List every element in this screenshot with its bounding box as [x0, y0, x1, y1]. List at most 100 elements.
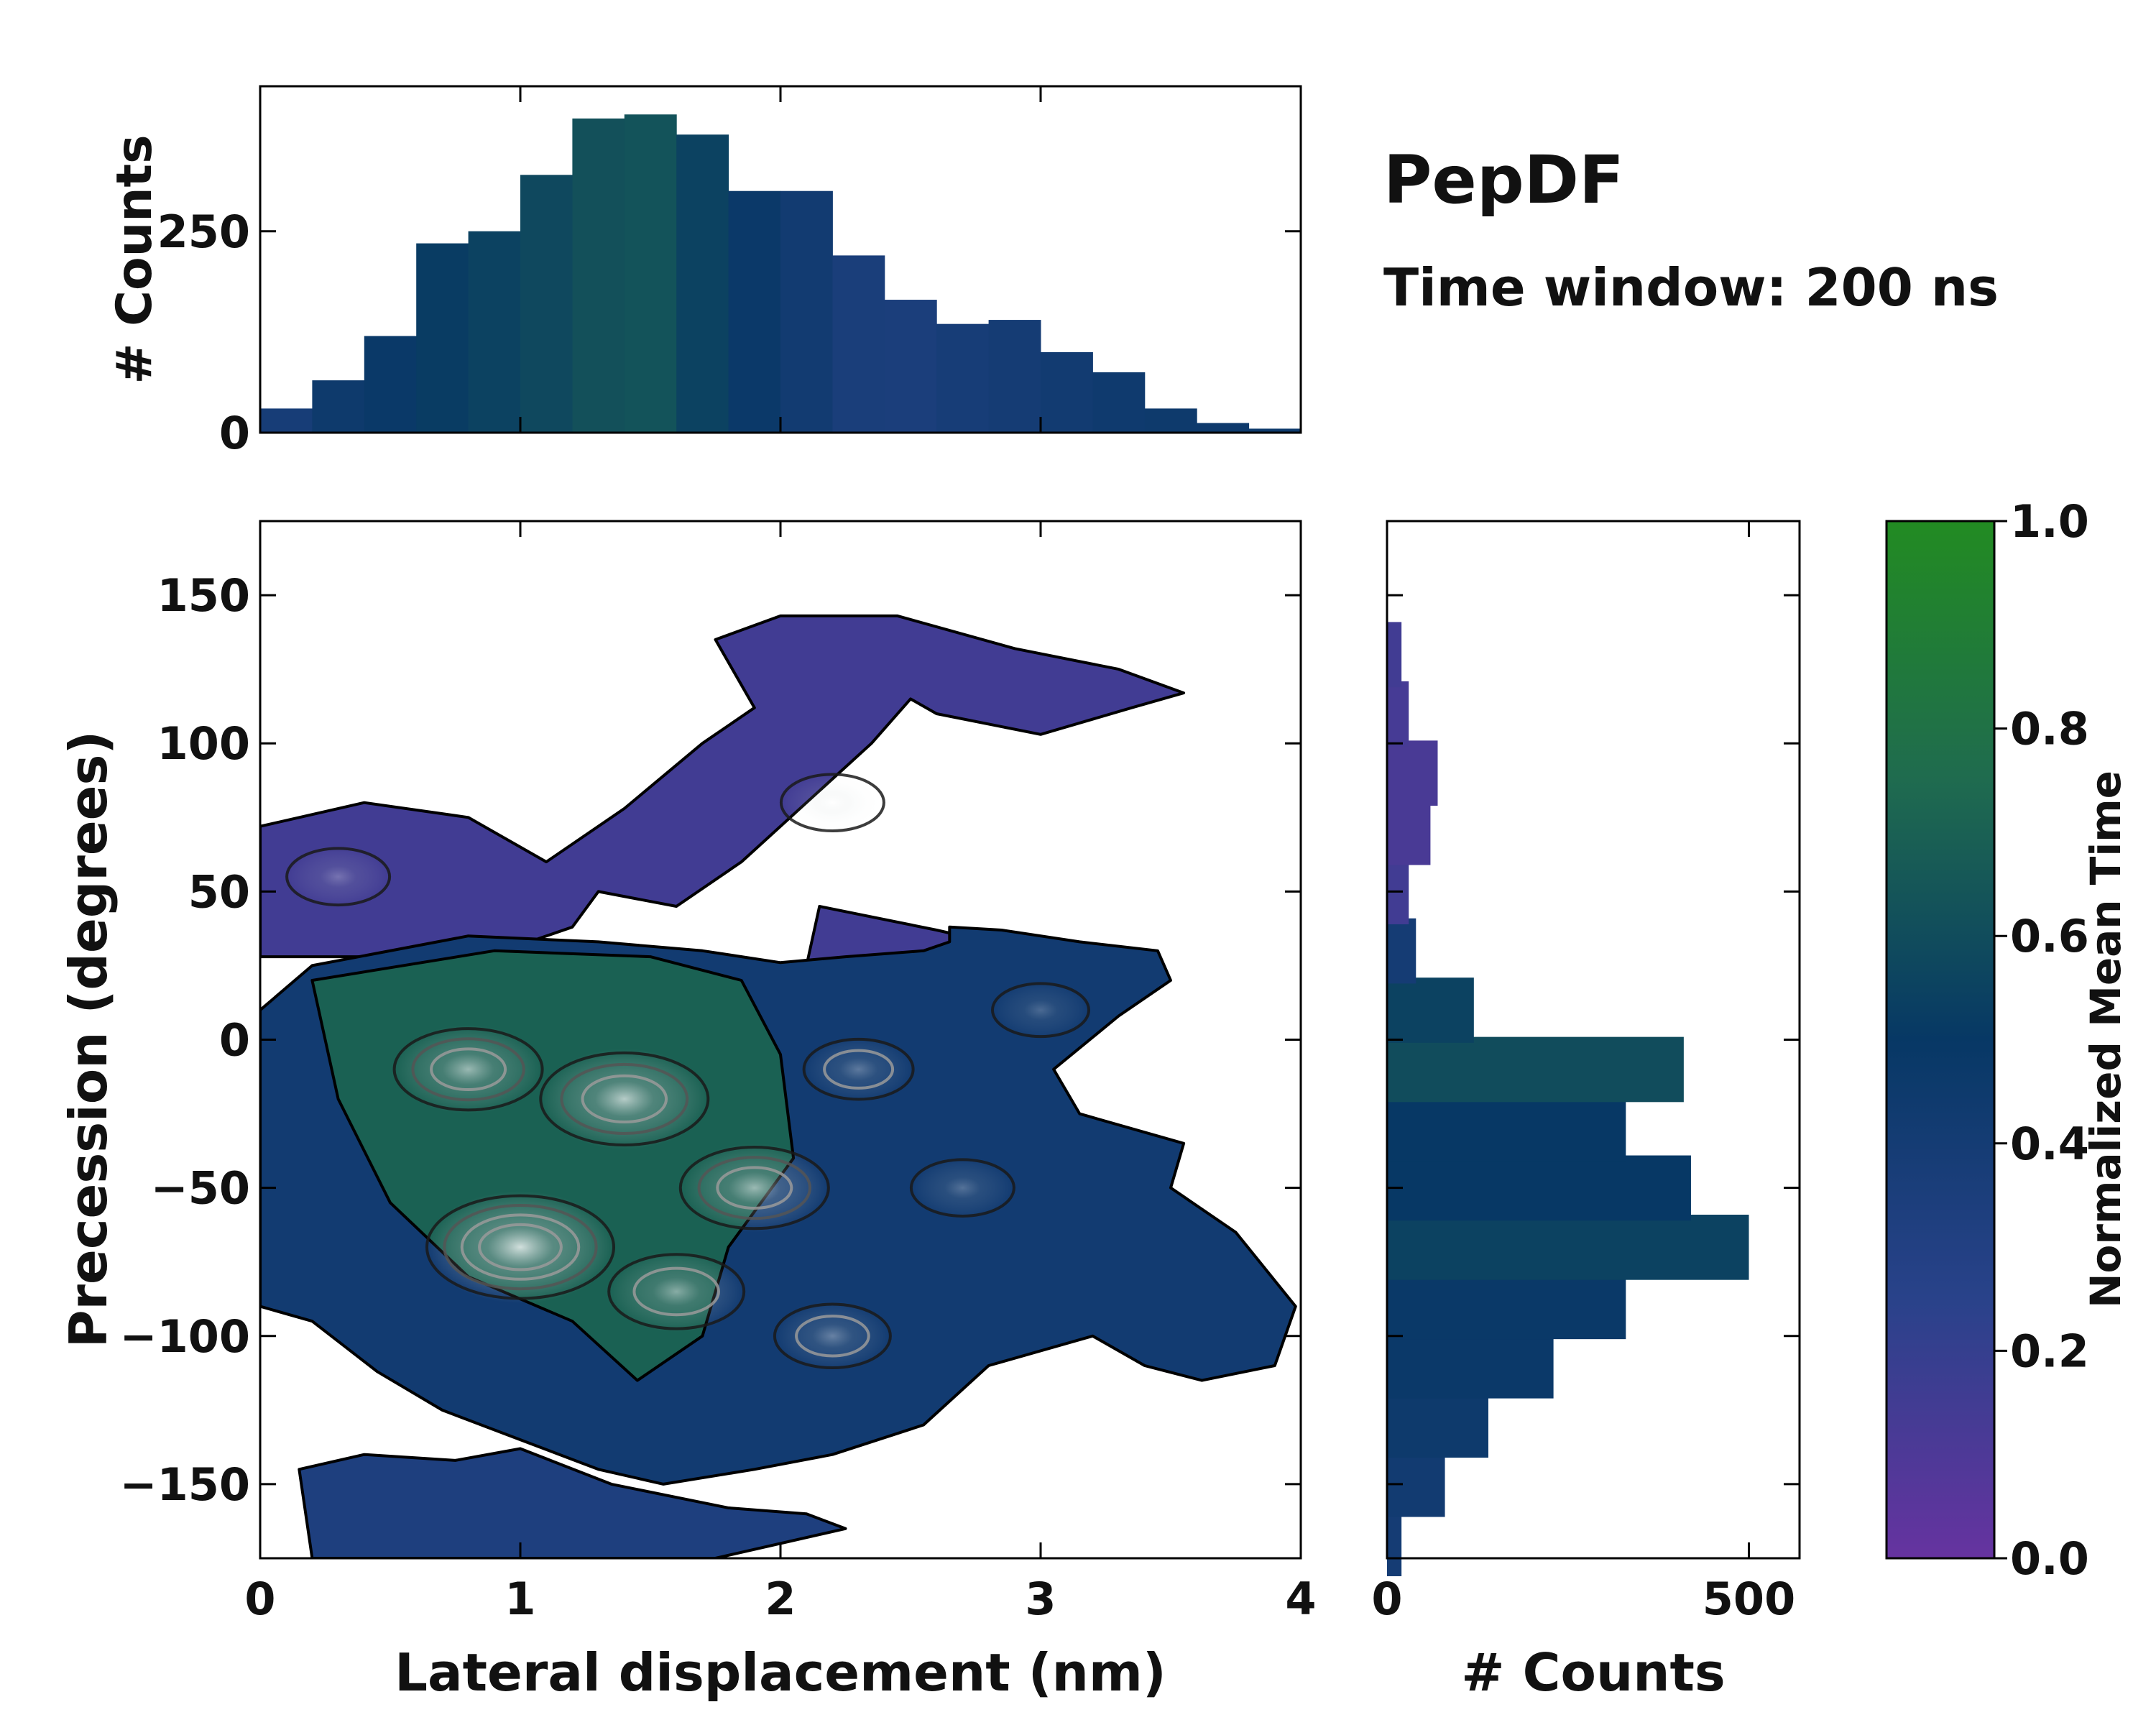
right-histogram-bar — [1387, 918, 1416, 984]
colorbar-tick-label: 0.8 — [2010, 703, 2089, 755]
top-histogram-bar — [416, 243, 469, 433]
top-histogram-bar — [312, 380, 365, 433]
main-y-tick-label: 150 — [157, 569, 250, 622]
colorbar: 0.0 0.2 0.4 0.6 0.8 1.0 Normalized Mean Time — [1885, 495, 2130, 1585]
main-y-tick-label: 50 — [188, 865, 250, 918]
right-histogram-bar — [1387, 1096, 1626, 1162]
right-histogram-bar — [1387, 1215, 1749, 1280]
right-histogram-bar — [1387, 1511, 1402, 1576]
top-histogram-bar — [364, 336, 417, 433]
density-peak — [780, 771, 884, 834]
density-contour — [991, 982, 1090, 1039]
top-histogram-bar — [520, 175, 573, 433]
main-x-tick-label: 1 — [505, 1573, 535, 1625]
density-contour — [539, 1051, 710, 1147]
main-heatmap-ticks: 0 1 2 3 4 150 100 50 0 −50 −100 −150 — [120, 521, 1317, 1625]
density-contour — [425, 1194, 615, 1300]
top-histogram-bar — [780, 190, 833, 433]
density-peak — [803, 1036, 913, 1103]
top-histogram-bar — [884, 300, 937, 433]
right-histogram-bar — [1387, 740, 1438, 806]
main-y-tick-label: −150 — [120, 1458, 250, 1511]
heatmap-region — [298, 1447, 847, 1558]
right-histogram-bar — [1387, 1274, 1626, 1340]
density-contour — [430, 1047, 507, 1092]
chart-title: PepDF — [1383, 142, 1624, 218]
main-ylabel: Precession (degrees) — [58, 731, 119, 1348]
density-peaks — [285, 771, 1090, 1371]
right-x-tick-label: 0 — [1371, 1573, 1402, 1625]
top-histogram-bar — [572, 118, 625, 433]
right-histogram-bar — [1387, 681, 1409, 747]
top-histogram-ticks: 0 250 — [157, 86, 1302, 459]
density-peak — [911, 1156, 1014, 1219]
main-y-tick-label: −100 — [120, 1310, 250, 1363]
main-x-tick-label: 4 — [1285, 1573, 1316, 1625]
main-x-tick-label: 2 — [765, 1573, 796, 1625]
right-x-tick-label: 500 — [1703, 1573, 1795, 1625]
density-contour — [285, 847, 392, 907]
density-contour — [909, 1158, 1015, 1218]
density-contour — [392, 1027, 544, 1112]
density-peak — [992, 981, 1089, 1039]
right-histogram-bar — [1387, 622, 1402, 688]
top-histogram-bars — [260, 114, 1302, 433]
top-histogram-bar — [468, 231, 521, 433]
density-peak — [427, 1191, 614, 1304]
density-contour — [581, 1074, 668, 1123]
colorbar-tick-label: 0.6 — [2010, 910, 2089, 962]
density-contour — [443, 1204, 598, 1291]
main-x-tick-label: 0 — [244, 1573, 275, 1625]
heatmap-region — [260, 614, 1186, 959]
right-histogram-bars — [1387, 622, 1749, 1576]
density-contour — [697, 1156, 812, 1220]
top-histogram-panel: 0 250 # Counts — [106, 85, 1302, 459]
colorbar-tick-label: 0.0 — [2010, 1532, 2089, 1585]
top-histogram-bar — [676, 134, 729, 433]
right-histogram-bar — [1387, 1392, 1488, 1458]
right-histogram-bar — [1387, 1333, 1554, 1399]
top-histogram-bar — [988, 320, 1041, 433]
main-y-tick-label: 100 — [157, 717, 250, 770]
top-histogram-ylabel: # Counts — [106, 134, 163, 384]
density-contour — [802, 1037, 915, 1101]
right-histogram-bar — [1387, 799, 1431, 865]
density-contour — [716, 1166, 793, 1210]
density-contour — [678, 1145, 830, 1230]
density-contour — [478, 1223, 563, 1271]
colorbar-ticks: 0.0 0.2 0.4 0.6 0.8 1.0 — [1994, 495, 2089, 1585]
density-peak — [287, 845, 390, 908]
colorbar-tick-label: 0.2 — [2010, 1325, 2089, 1377]
main-y-tick-label: 0 — [219, 1014, 250, 1067]
density-contour — [632, 1266, 720, 1317]
top-histogram-bar — [1248, 428, 1302, 433]
top-histogram-bar — [624, 114, 677, 433]
right-histogram-xlabel: # Counts — [1461, 1642, 1726, 1703]
colorbar-gradient — [1885, 520, 1996, 1560]
top-histogram-bar — [260, 408, 313, 433]
top-y-tick-label: 0 — [219, 407, 250, 459]
density-contour — [779, 773, 885, 832]
top-y-tick-label: 250 — [157, 206, 250, 258]
density-peak — [774, 1301, 890, 1371]
top-histogram-bar — [832, 255, 885, 433]
density-contour — [795, 1315, 870, 1358]
main-heatmap-panel: 0 1 2 3 4 150 100 50 0 −50 −100 −150 Lateral displa… — [58, 520, 1317, 1703]
right-histogram-ticks: 0 500 — [1371, 521, 1800, 1625]
right-histogram-bar — [1387, 978, 1474, 1043]
density-contour — [823, 1049, 895, 1090]
density-peak — [609, 1251, 745, 1333]
colorbar-tick-label: 1.0 — [2010, 495, 2089, 548]
chart-subtitle: Time window: 200 ns — [1383, 257, 1999, 318]
top-histogram-bar — [1041, 351, 1093, 433]
right-histogram-bar — [1387, 1036, 1684, 1103]
top-histogram-bar — [936, 323, 990, 433]
top-histogram-bar — [1092, 372, 1146, 433]
main-y-tick-label: −50 — [151, 1162, 250, 1215]
main-x-tick-label: 3 — [1025, 1573, 1056, 1625]
density-contour — [560, 1062, 689, 1136]
colorbar-label: Normalized Mean Time — [2081, 770, 2130, 1308]
right-histogram-bar — [1387, 1155, 1691, 1221]
top-histogram-bar — [728, 190, 781, 433]
